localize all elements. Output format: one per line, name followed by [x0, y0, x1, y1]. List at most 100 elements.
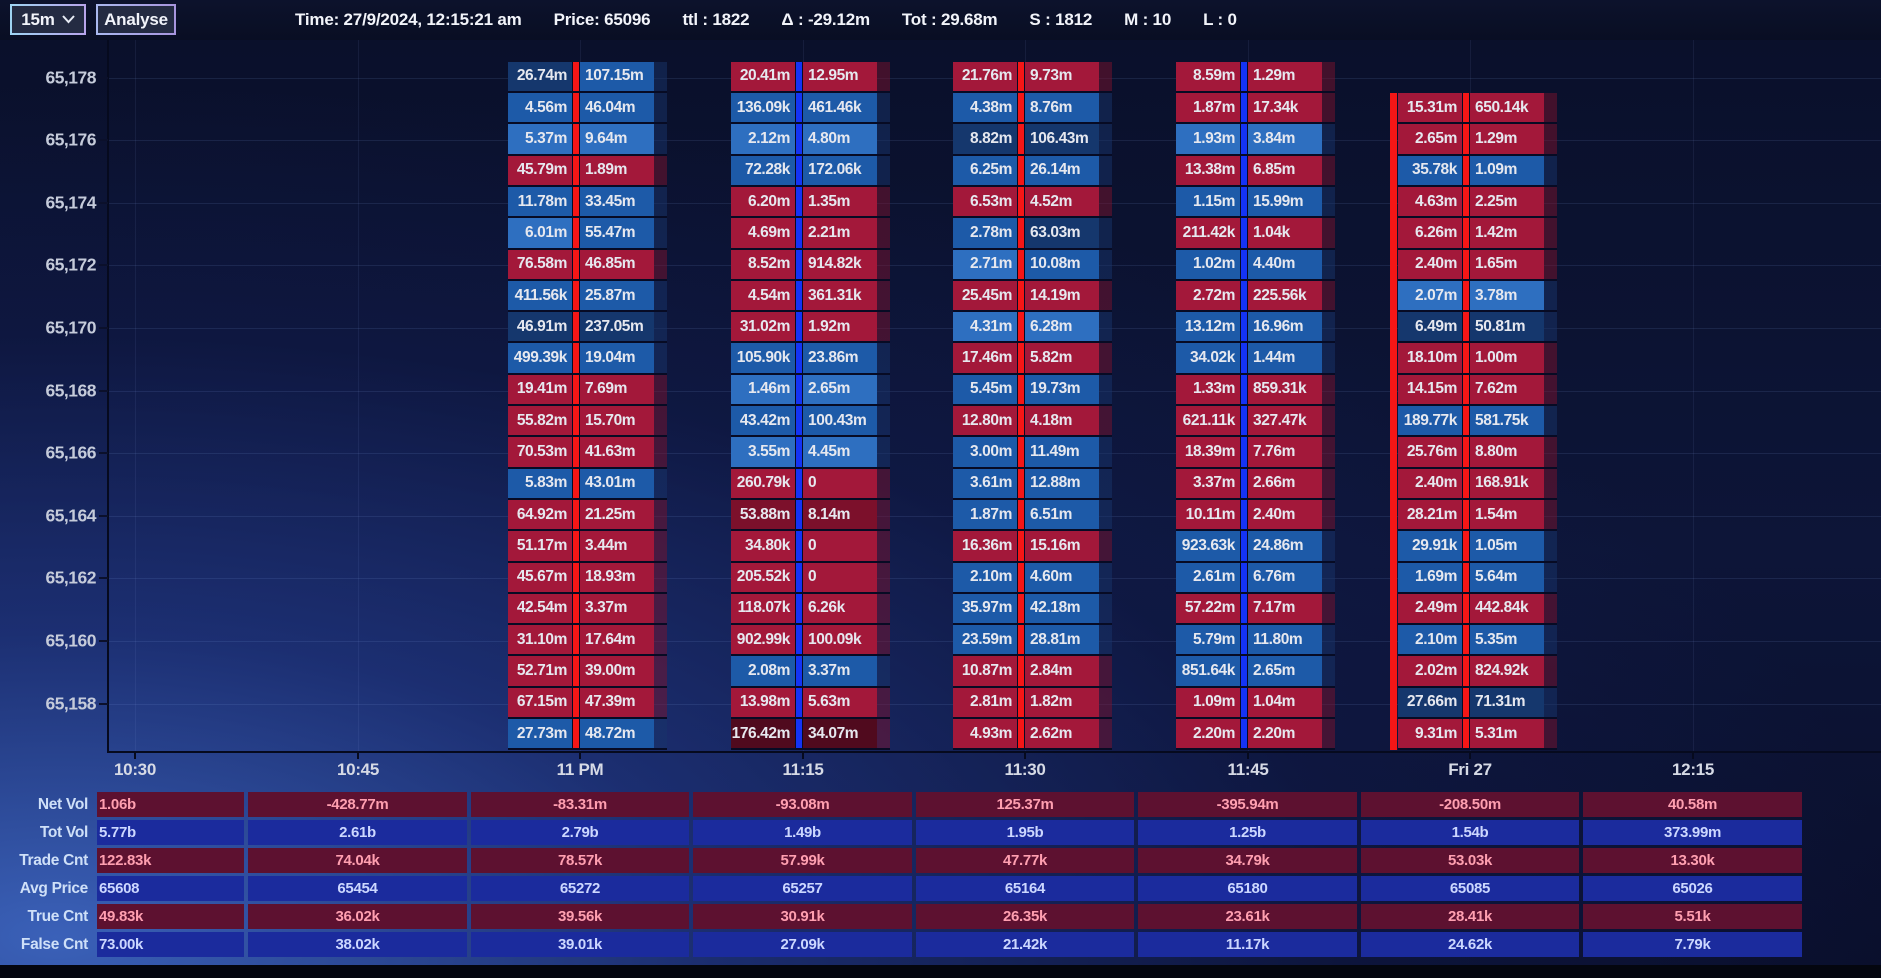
footprint-row: 35.97m 42.18m: [953, 593, 1112, 626]
summary-cell-true-cnt: 49.83k: [97, 904, 244, 929]
ask-volume-cell: 1.29m: [1248, 61, 1322, 92]
timeframe-dropdown[interactable]: 15m: [10, 4, 86, 35]
ask-volume-cell: 461.46k: [803, 93, 877, 123]
footprint-row: 15.31m 650.14k: [1398, 93, 1557, 125]
ask-volume-cell: 1.09m: [1470, 155, 1544, 185]
delta-separator: [795, 593, 803, 624]
bid-volume-cell: 1.69m: [1398, 562, 1462, 592]
x-axis-tick: [802, 751, 804, 759]
delta-separator: [1240, 593, 1248, 624]
y-axis-label: 65,162: [45, 567, 96, 588]
footprint-row: 4.69m 2.21m: [731, 218, 890, 250]
delta-separator: [1240, 343, 1248, 373]
bid-volume-cell: 2.12m: [731, 124, 795, 154]
row-extension: [1322, 562, 1335, 592]
ask-volume-cell: 1.29m: [1470, 124, 1544, 154]
ask-volume-cell: 50.81m: [1470, 312, 1544, 342]
x-axis-label: 11:30: [1004, 760, 1046, 779]
delta-separator: [1240, 280, 1248, 311]
bid-volume-cell: 2.08m: [731, 656, 795, 686]
ask-volume-cell: 2.62m: [1025, 719, 1099, 749]
summary-cell-false-cnt: 7.79k: [1583, 932, 1802, 957]
delta-separator: [1462, 186, 1470, 217]
delta-separator: [1462, 124, 1470, 154]
row-extension: [1099, 218, 1112, 248]
delta-separator: [1017, 343, 1025, 373]
row-extension: [1099, 155, 1112, 185]
x-axis-tick: [1692, 751, 1694, 759]
footprint-row: 27.66m 71.31m: [1398, 687, 1557, 720]
row-extension: [877, 531, 890, 561]
footprint-row: 31.02m 1.92m: [731, 312, 890, 344]
bid-volume-cell: 4.69m: [731, 218, 795, 248]
delta-separator: [795, 218, 803, 248]
delta-separator: [572, 499, 580, 530]
bid-volume-cell: 8.82m: [953, 124, 1017, 154]
delta-separator: [795, 93, 803, 123]
footprint-row: 6.49m 50.81m: [1398, 312, 1557, 344]
row-extension: [1099, 374, 1112, 405]
analyse-button[interactable]: Analyse: [96, 4, 176, 35]
row-extension: [877, 687, 890, 718]
bid-volume-cell: 2.72m: [1176, 280, 1240, 311]
footprint-row: 3.61m 12.88m: [953, 468, 1112, 500]
footprint-row: 64.92m 21.25m: [508, 499, 667, 532]
footprint-row: 13.98m 5.63m: [731, 687, 890, 720]
bid-volume-cell: 2.71m: [953, 249, 1017, 279]
bid-volume-cell: 260.79k: [731, 468, 795, 498]
delta-separator: [572, 719, 580, 749]
row-extension: [1322, 93, 1335, 123]
footprint-row: 18.39m 7.76m: [1176, 437, 1335, 469]
footprint-row: 43.42m 100.43m: [731, 406, 890, 438]
footprint-row: 205.52k 0: [731, 562, 890, 594]
footprint-row: 2.81m 1.82m: [953, 687, 1112, 720]
ask-volume-cell: 172.06k: [803, 155, 877, 185]
x-axis-tick: [134, 751, 136, 759]
footprint-row: 13.12m 16.96m: [1176, 312, 1335, 344]
bid-volume-cell: 13.38m: [1176, 155, 1240, 185]
delta-separator: [795, 656, 803, 686]
summary-cell-false-cnt: 27.09k: [693, 932, 912, 957]
row-extension: [1544, 312, 1557, 342]
footprint-row: 2.40m 1.65m: [1398, 249, 1557, 281]
row-extension: [1322, 155, 1335, 185]
delta-separator: [572, 280, 580, 311]
bid-volume-cell: 105.90k: [731, 343, 795, 373]
footprint-row: 2.49m 442.84k: [1398, 593, 1557, 626]
delta-separator: [1240, 218, 1248, 248]
summary-cell-avg-price: 65272: [471, 876, 689, 901]
bid-volume-cell: 35.97m: [953, 593, 1017, 624]
bid-volume-cell: 34.80k: [731, 531, 795, 561]
footprint-row: 1.33m 859.31k: [1176, 374, 1335, 407]
y-axis-label: 65,158: [45, 693, 96, 713]
bid-volume-cell: 8.59m: [1176, 61, 1240, 92]
footprint-column: 8.59m 1.29m 1.87m 17.34k 1.93m 3.84m 13.38m 6.8…: [1176, 61, 1335, 751]
footprint-row: 4.56m 46.04m: [508, 93, 667, 125]
delta-separator: [795, 499, 803, 530]
bid-volume-cell: 2.40m: [1398, 249, 1462, 279]
bid-volume-cell: 19.41m: [508, 374, 572, 405]
bid-volume-cell: 5.79m: [1176, 625, 1240, 655]
footprint-row: 2.02m 824.92k: [1398, 656, 1557, 688]
row-extension: [877, 437, 890, 467]
delta-separator: [1462, 93, 1470, 123]
row-extension: [1544, 687, 1557, 718]
footprint-row: 6.01m 55.47m: [508, 218, 667, 250]
y-axis-label: 65,164: [45, 505, 96, 526]
delta-separator: [1240, 499, 1248, 530]
footprint-row: 1.09m 1.04m: [1176, 687, 1335, 720]
delta-separator: [572, 468, 580, 498]
delta-separator: [795, 406, 803, 436]
footprint-row: 499.39k 19.04m: [508, 343, 667, 375]
delta-separator: [795, 437, 803, 467]
bid-volume-cell: 3.37m: [1176, 468, 1240, 498]
row-extension: [654, 186, 667, 217]
bid-volume-cell: 3.00m: [953, 437, 1017, 467]
delta-separator: [1462, 437, 1470, 467]
footprint-row: 67.15m 47.39m: [508, 687, 667, 720]
bid-volume-cell: 2.10m: [1398, 625, 1462, 655]
bid-volume-cell: 3.55m: [731, 437, 795, 467]
row-extension: [654, 218, 667, 248]
ask-volume-cell: 26.14m: [1025, 155, 1099, 185]
delta-separator: [1462, 499, 1470, 530]
